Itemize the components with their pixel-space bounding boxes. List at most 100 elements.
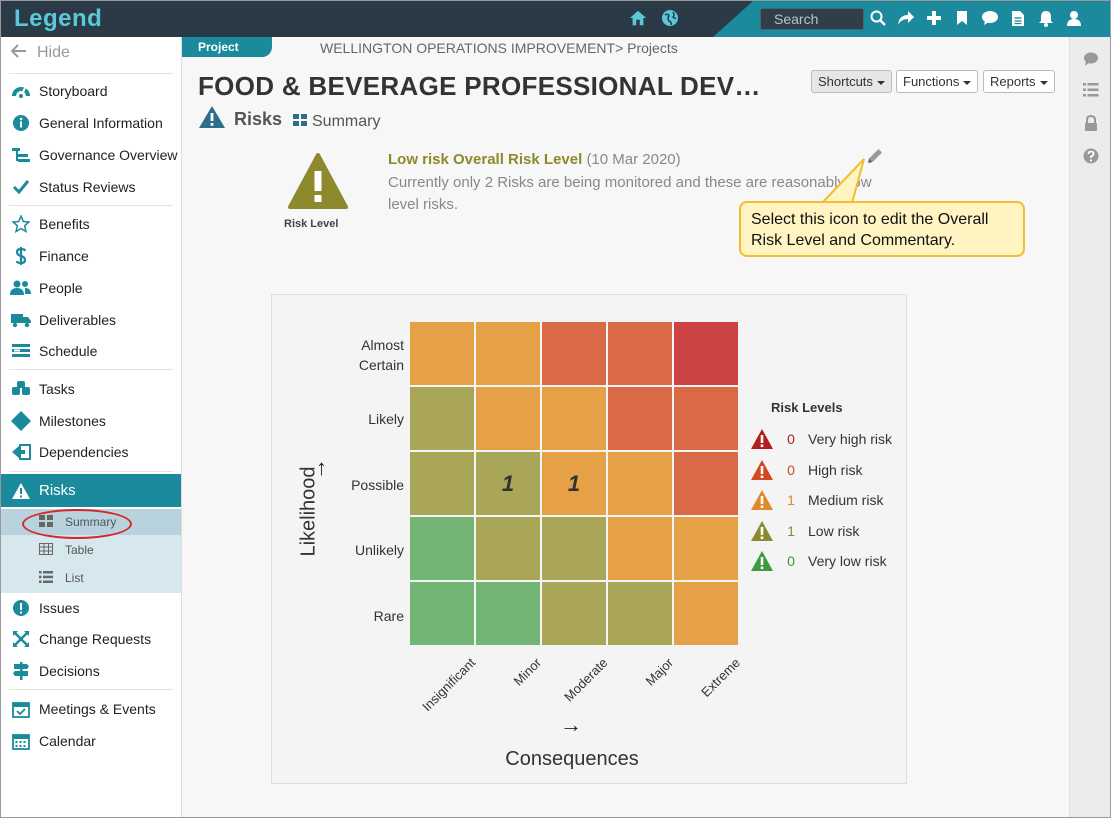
sidebar-item-deliverables[interactable]: Deliverables xyxy=(1,305,181,335)
breadcrumb[interactable]: WELLINGTON OPERATIONS IMPROVEMENT> Proje… xyxy=(320,40,678,56)
diamond-icon xyxy=(10,411,32,431)
legend-item: 0 Very high risk xyxy=(750,427,892,451)
matrix-cell[interactable] xyxy=(608,582,672,645)
sidebar-item-calendar[interactable]: Calendar xyxy=(1,726,181,756)
matrix-cell[interactable]: 1 xyxy=(476,452,540,515)
matrix-cell[interactable] xyxy=(608,322,672,385)
matrix-cell[interactable] xyxy=(542,517,606,580)
warning-icon xyxy=(751,551,773,571)
matrix-cell[interactable] xyxy=(410,517,474,580)
legend-label: High risk xyxy=(808,461,863,478)
reports-button[interactable]: Reports xyxy=(983,70,1055,93)
reports-label: Reports xyxy=(990,74,1036,89)
document-icon[interactable] xyxy=(1009,9,1027,27)
matrix-cell[interactable] xyxy=(476,582,540,645)
sidebar-item-benefits[interactable]: Benefits xyxy=(1,209,181,239)
column-label: Moderate xyxy=(561,655,611,705)
shortcuts-button[interactable]: Shortcuts xyxy=(811,70,892,93)
overall-risk-commentary: Currently only 2 Risks are being monitor… xyxy=(388,174,872,213)
matrix-cell[interactable] xyxy=(542,322,606,385)
matrix-cell[interactable] xyxy=(608,387,672,450)
list-icon[interactable] xyxy=(1083,83,1099,99)
sidebar-item-dependencies[interactable]: Dependencies xyxy=(1,437,181,467)
matrix-cell[interactable]: 1 xyxy=(542,452,606,515)
sidebar-item-issues[interactable]: Issues xyxy=(1,593,181,623)
sidebar-item-general-information[interactable]: General Information xyxy=(1,108,181,138)
sidebar-item-finance[interactable]: Finance xyxy=(1,241,181,271)
globe-icon[interactable] xyxy=(661,9,679,27)
matrix-cell[interactable] xyxy=(410,452,474,515)
sidebar-item-people[interactable]: People xyxy=(1,273,181,303)
matrix-cell[interactable] xyxy=(674,322,738,385)
search-input[interactable]: Search xyxy=(760,8,864,30)
lock-icon[interactable] xyxy=(1083,114,1099,131)
callout-pointer xyxy=(819,158,865,204)
sidebar-item-label: Tasks xyxy=(39,381,75,397)
matrix-cell[interactable] xyxy=(476,322,540,385)
overall-risk-headline: Low risk Overall Risk Level (10 Mar 2020… xyxy=(388,151,681,168)
comment-icon[interactable] xyxy=(1083,51,1099,67)
bookmark-icon[interactable] xyxy=(953,9,971,27)
main-content: Project WELLINGTON OPERATIONS IMPROVEMEN… xyxy=(182,37,1069,817)
star-icon xyxy=(10,214,32,234)
legend-label: Low risk xyxy=(808,522,860,539)
project-tab[interactable]: Project xyxy=(182,37,272,57)
sidebar-item-milestones[interactable]: Milestones xyxy=(1,406,181,436)
info-icon xyxy=(10,113,32,133)
summary-view-tab[interactable]: Summary xyxy=(293,113,380,131)
matrix-cell[interactable] xyxy=(674,387,738,450)
arrow-left-icon xyxy=(10,44,27,63)
help-icon[interactable] xyxy=(1083,148,1099,164)
sidebar-item-meetings-events[interactable]: Meetings & Events xyxy=(1,694,181,724)
matrix-cell[interactable] xyxy=(410,322,474,385)
matrix-cell[interactable] xyxy=(674,517,738,580)
sidebar-item-label: Change Requests xyxy=(39,631,152,647)
governance-icon xyxy=(10,145,32,165)
matrix-cell[interactable] xyxy=(674,582,738,645)
matrix-cell[interactable] xyxy=(410,582,474,645)
matrix-cell[interactable] xyxy=(674,452,738,515)
submenu-label: Table xyxy=(65,543,94,557)
search-icon[interactable] xyxy=(869,9,887,27)
plus-icon[interactable] xyxy=(925,9,943,27)
submenu-item-list[interactable]: List xyxy=(1,565,181,591)
legend-count: 0 xyxy=(787,431,795,447)
sidebar-item-tasks[interactable]: Tasks xyxy=(1,374,181,404)
matrix-cell[interactable] xyxy=(476,387,540,450)
matrix-cell[interactable] xyxy=(476,517,540,580)
sidebar-item-risks[interactable]: Risks xyxy=(1,474,181,507)
sidebar-item-storyboard[interactable]: Storyboard xyxy=(1,76,181,106)
matrix-cell[interactable] xyxy=(410,387,474,450)
bell-icon[interactable] xyxy=(1037,9,1055,27)
matrix-cell[interactable] xyxy=(608,517,672,580)
sidebar-item-schedule[interactable]: Schedule xyxy=(1,336,181,366)
caret-down-icon xyxy=(876,80,885,85)
share-icon[interactable] xyxy=(897,9,915,27)
submenu-item-table[interactable]: Table xyxy=(1,537,181,563)
matrix-cell[interactable] xyxy=(542,387,606,450)
overall-risk-date: (10 Mar 2020) xyxy=(586,151,681,168)
sidebar-item-governance-overview[interactable]: Governance Overview xyxy=(1,140,181,170)
hide-sidebar-button[interactable]: Hide xyxy=(10,44,70,63)
user-icon[interactable] xyxy=(1065,9,1083,27)
sidebar-item-label: Benefits xyxy=(39,216,90,232)
arrow-right-icon: → xyxy=(560,712,582,737)
sidebar-item-change-requests[interactable]: Change Requests xyxy=(1,624,181,654)
matrix-cell[interactable] xyxy=(608,452,672,515)
functions-button[interactable]: Functions xyxy=(896,70,979,93)
top-bar: Legend Search xyxy=(1,1,1110,37)
sidebar-item-label: Deliverables xyxy=(39,312,117,328)
row-label: Possible xyxy=(351,477,404,493)
app-logo[interactable]: Legend xyxy=(14,5,103,32)
pencil-icon[interactable] xyxy=(866,147,884,165)
sidebar-item-decisions[interactable]: Decisions xyxy=(1,656,181,686)
chat-icon[interactable] xyxy=(981,9,999,27)
matrix-cell[interactable] xyxy=(542,582,606,645)
dependencies-icon xyxy=(10,442,32,462)
sidebar-item-status-reviews[interactable]: Status Reviews xyxy=(1,172,181,202)
arrow-up-icon: ↑ xyxy=(316,455,327,480)
truck-icon xyxy=(10,310,32,330)
hide-label: Hide xyxy=(37,44,70,61)
home-icon[interactable] xyxy=(629,9,647,27)
